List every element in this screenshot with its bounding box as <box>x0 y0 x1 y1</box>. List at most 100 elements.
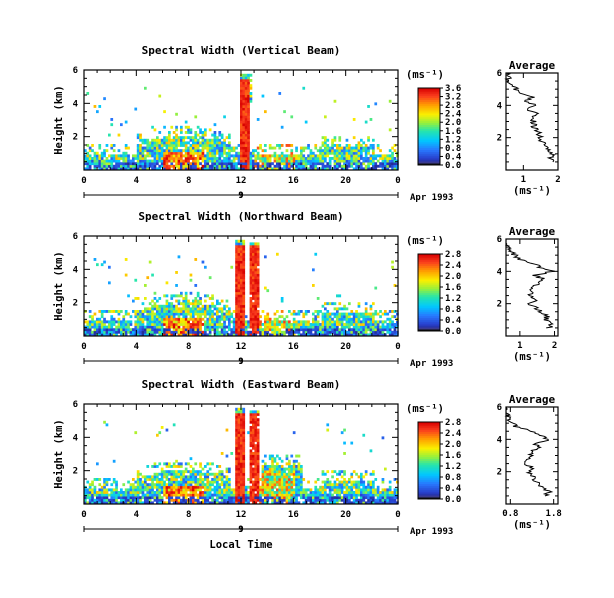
heatmap-cell <box>110 323 114 326</box>
heatmap-cell <box>156 472 159 476</box>
heatmap-cell <box>374 102 378 106</box>
heatmap-cell <box>144 307 147 311</box>
heatmap-cell <box>194 138 198 142</box>
heatmap-cell <box>254 252 258 256</box>
heatmap-cell <box>254 271 258 274</box>
average-y-tick-label: 4 <box>497 435 503 445</box>
heatmap-cell <box>122 498 126 502</box>
heatmap-cell <box>249 436 253 440</box>
heatmap-cell <box>151 304 154 308</box>
colorbar-tick-label: 0.8 <box>445 144 461 154</box>
heatmap-cell <box>240 478 243 481</box>
colorbar-segment <box>418 435 440 438</box>
heatmap-cell <box>172 317 176 321</box>
heatmap-cell <box>369 498 373 502</box>
heatmap-cell <box>345 149 349 153</box>
heatmap-cell <box>136 475 140 479</box>
heatmap-cell <box>256 418 260 422</box>
heatmap-cell <box>228 315 231 319</box>
colorbar-tick-label: 1.2 <box>445 294 461 304</box>
heatmap-cell <box>249 433 253 437</box>
heatmap-cell <box>360 144 363 147</box>
heatmap-cell <box>177 328 181 332</box>
heatmap-cell <box>235 428 238 432</box>
heatmap-cell <box>249 84 253 88</box>
heatmap-cell <box>244 73 248 77</box>
heatmap-cell <box>396 167 399 171</box>
heatmap-cell <box>165 157 169 160</box>
heatmap-cell <box>309 488 313 492</box>
heatmap-cell <box>100 151 104 155</box>
colorbar-segment <box>418 296 440 299</box>
heatmap-cell <box>204 483 207 487</box>
heatmap-cell <box>355 488 358 492</box>
heatmap-cell <box>115 162 118 166</box>
heatmap-cell <box>153 320 157 324</box>
heatmap-cell <box>177 462 181 466</box>
heatmap-cell <box>264 475 267 479</box>
heatmap-cell <box>136 501 140 505</box>
heatmap-cell <box>180 480 183 484</box>
heatmap-cell <box>146 333 150 337</box>
colorbar-segment <box>418 315 440 318</box>
heatmap-cell <box>268 144 272 147</box>
heatmap-cell <box>372 493 375 497</box>
heatmap-cell <box>141 475 145 479</box>
heatmap-cell <box>249 154 253 158</box>
heatmap-cell <box>312 493 315 497</box>
heatmap-cell <box>240 245 243 248</box>
heatmap-cell <box>261 478 265 481</box>
heatmap-cell <box>369 496 373 500</box>
heatmap-cell <box>192 467 195 471</box>
heatmap-cell <box>314 330 318 334</box>
heatmap-cell <box>163 475 166 479</box>
heatmap-cell <box>278 320 282 324</box>
heatmap-cell <box>247 128 250 132</box>
heatmap-cell <box>254 260 258 264</box>
heatmap-cell <box>180 144 183 147</box>
heatmap-cell <box>280 320 284 324</box>
heatmap-cell <box>266 485 270 489</box>
heatmap-cell <box>242 268 246 272</box>
heatmap-cell <box>153 162 157 166</box>
heatmap-cell <box>141 491 145 494</box>
heatmap-cell <box>304 330 308 334</box>
heatmap-cell <box>336 478 339 481</box>
heatmap-cell <box>326 144 330 147</box>
heatmap-cell <box>384 320 387 324</box>
heatmap-cell <box>290 472 294 476</box>
heatmap-cell <box>96 263 99 267</box>
heatmap-cell <box>206 333 210 337</box>
heatmap-cell <box>314 154 318 158</box>
heatmap-cell <box>288 483 291 487</box>
heatmap-cell <box>218 493 222 497</box>
heatmap-cell <box>208 310 212 313</box>
colorbar-segment <box>418 126 440 129</box>
heatmap-cell <box>93 493 97 497</box>
heatmap-cell <box>321 491 325 494</box>
heatmap-cell <box>182 162 186 166</box>
heatmap-cell <box>103 493 106 497</box>
heatmap-cell <box>225 475 229 479</box>
heatmap-cell <box>100 330 104 334</box>
heatmap-cell <box>144 498 147 502</box>
heatmap-cell <box>184 141 188 145</box>
heatmap-cell <box>247 97 250 101</box>
heatmap-cell <box>240 105 243 108</box>
heatmap-cell <box>225 491 229 494</box>
heatmap-cell <box>237 325 241 329</box>
heatmap-cell <box>211 154 214 158</box>
heatmap-cell <box>307 159 310 163</box>
heatmap-cell <box>235 297 238 300</box>
heatmap-cell <box>242 297 246 300</box>
heatmap-cell <box>163 110 166 114</box>
average-y-tick-label: 2 <box>497 300 502 310</box>
heatmap-cell <box>249 289 253 293</box>
heatmap-cell <box>355 480 358 484</box>
heatmap-cell <box>290 159 294 163</box>
heatmap-cell <box>259 496 262 500</box>
heatmap-cell <box>254 247 258 251</box>
heatmap-cell <box>127 496 130 500</box>
heatmap-cell <box>252 294 255 298</box>
